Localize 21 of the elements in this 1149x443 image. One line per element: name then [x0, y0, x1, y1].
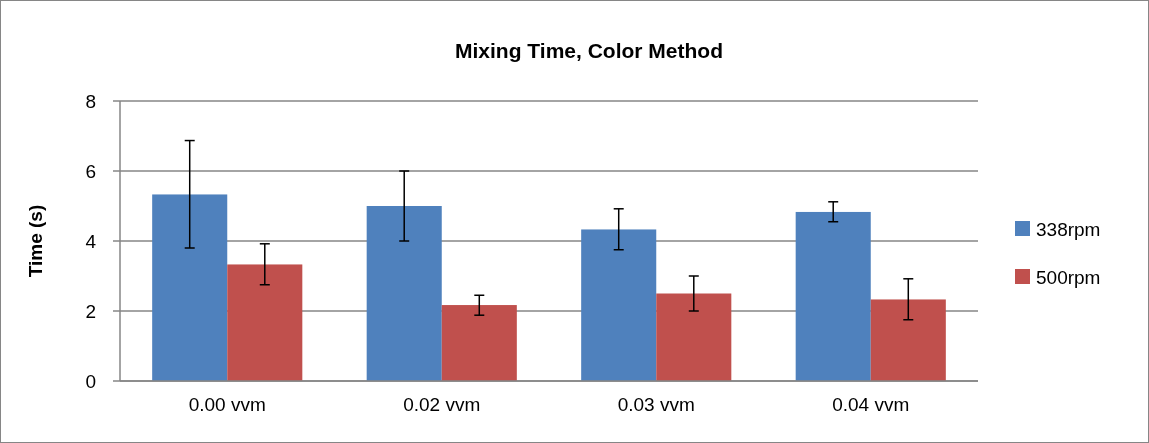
x-tick-label: 0.03 vvm — [617, 394, 695, 415]
y-tick-label: 0 — [85, 370, 96, 392]
y-tick-label: 8 — [85, 90, 96, 112]
bar — [227, 264, 303, 381]
y-tick-label: 2 — [85, 300, 96, 322]
bar — [795, 211, 871, 381]
bar — [366, 206, 442, 381]
y-axis-title: Time (s) — [25, 204, 46, 278]
bar — [656, 293, 732, 381]
legend-label: 338rpm — [1036, 218, 1101, 240]
y-tick-label: 4 — [85, 230, 97, 252]
x-tick-label: 0.00 vvm — [188, 394, 266, 415]
x-tick-label: 0.04 vvm — [832, 394, 910, 415]
bar — [441, 305, 517, 381]
chart-title: Mixing Time, Color Method — [455, 39, 723, 62]
y-tick-label: 6 — [85, 160, 96, 182]
x-tick-label: 0.02 vvm — [403, 394, 481, 415]
legend-label: 500rpm — [1036, 266, 1101, 288]
bar — [581, 229, 657, 381]
bar — [152, 194, 228, 381]
bar — [870, 299, 946, 381]
